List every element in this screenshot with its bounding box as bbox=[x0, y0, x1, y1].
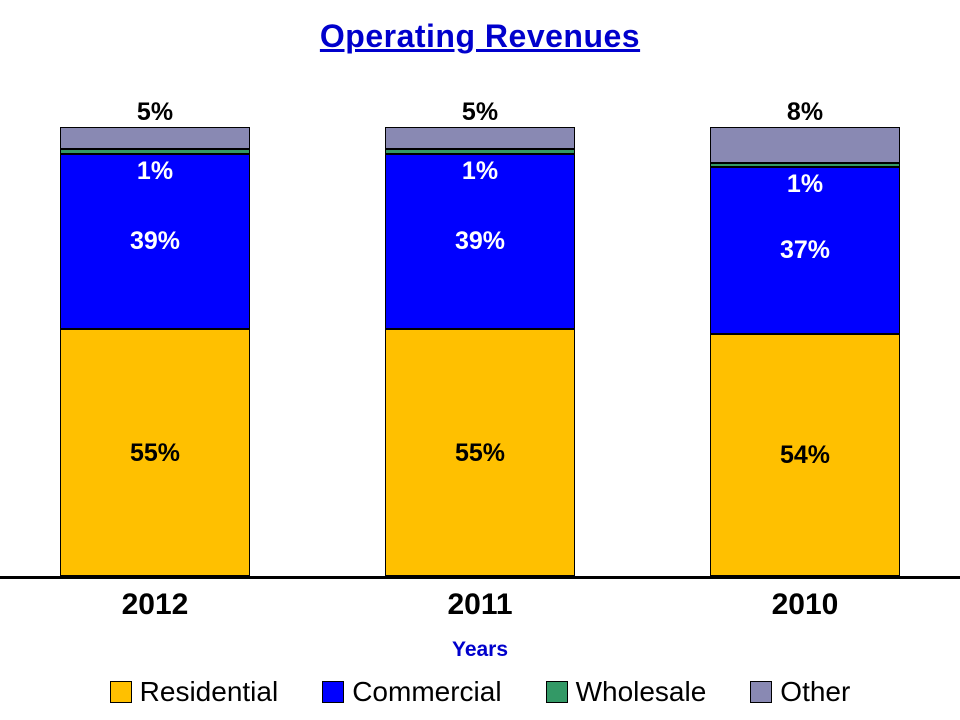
x-tick-2012: 2012 bbox=[121, 588, 189, 621]
legend-item-wholesale: Wholesale bbox=[545, 676, 707, 708]
legend-swatch-other bbox=[750, 681, 773, 703]
bar-segment-commercial-2010 bbox=[710, 167, 900, 334]
bar-segment-wholesale-2011 bbox=[385, 149, 575, 154]
plot-area: 55% 39% 1% 5% 55% 39% 1% 5% 54% 37% 1% 8% bbox=[0, 98, 960, 579]
x-tick-labels: 2012 2011 2010 bbox=[0, 588, 960, 624]
x-axis-line bbox=[0, 576, 960, 579]
segment-label-other-2010: 8% bbox=[786, 98, 824, 126]
bar-segment-residential-2012 bbox=[60, 329, 250, 576]
bar-segment-other-2010 bbox=[710, 127, 900, 163]
bar-segment-commercial-2011 bbox=[385, 153, 575, 330]
segment-label-other-2011: 5% bbox=[461, 98, 499, 126]
bar-segment-other-2011 bbox=[385, 127, 575, 150]
legend-label-wholesale: Wholesale bbox=[575, 676, 707, 707]
bar-segment-residential-2011 bbox=[385, 329, 575, 576]
segment-label-other-2012: 5% bbox=[136, 98, 174, 126]
legend-swatch-residential bbox=[109, 681, 132, 703]
x-axis-label: Years bbox=[451, 638, 509, 661]
legend-label-commercial: Commercial bbox=[352, 676, 502, 707]
bar-segment-wholesale-2010 bbox=[710, 162, 900, 168]
legend-item-residential: Residential bbox=[109, 676, 279, 708]
bar-segment-other-2012 bbox=[60, 127, 250, 150]
legend-item-commercial: Commercial bbox=[322, 676, 502, 708]
legend: Residential Commercial Wholesale Other bbox=[0, 676, 960, 708]
legend-item-other: Other bbox=[750, 676, 850, 708]
legend-swatch-commercial bbox=[322, 681, 345, 703]
bar-segment-commercial-2012 bbox=[60, 153, 250, 330]
legend-label-other: Other bbox=[780, 676, 851, 707]
x-tick-2010: 2010 bbox=[771, 588, 839, 621]
bar-segment-wholesale-2012 bbox=[60, 149, 250, 154]
bar-segment-residential-2010 bbox=[710, 333, 900, 576]
x-tick-2011: 2011 bbox=[447, 588, 513, 621]
chart-title: Operating Revenues bbox=[319, 18, 641, 54]
legend-swatch-wholesale bbox=[545, 681, 568, 703]
legend-label-residential: Residential bbox=[139, 676, 279, 707]
